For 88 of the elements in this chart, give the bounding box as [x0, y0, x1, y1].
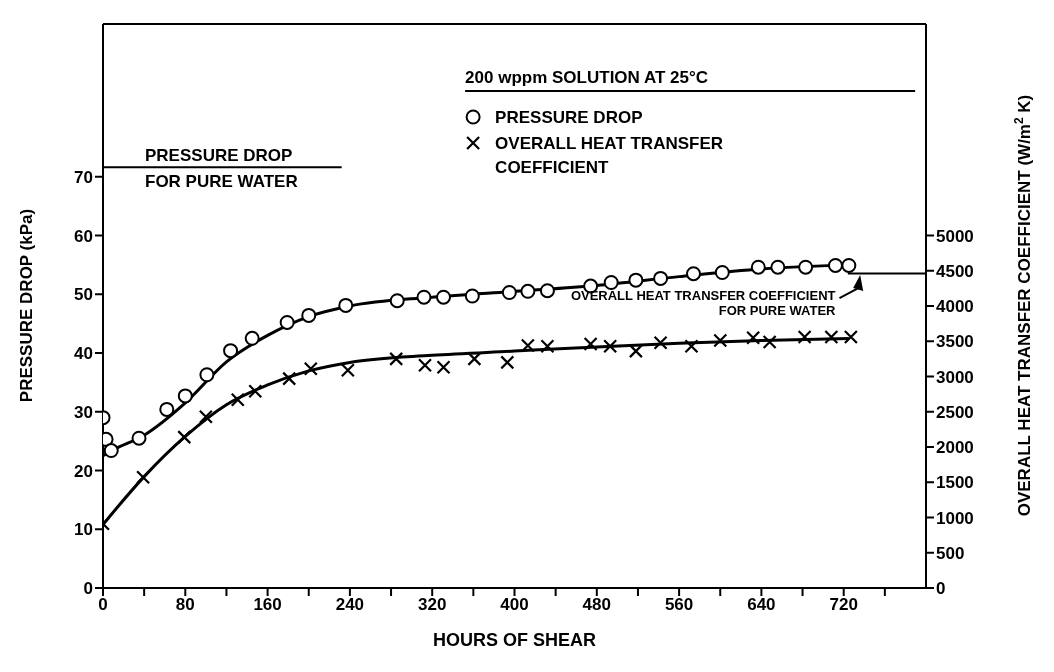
- point: [282, 371, 297, 386]
- x-tick-label: 320: [418, 595, 447, 615]
- x-tick-label: 720: [829, 595, 858, 615]
- y-tick-label: 70: [74, 167, 93, 187]
- point: [686, 266, 701, 282]
- y2-tick-label: 5000: [936, 226, 974, 246]
- y2-tick-label: 1000: [936, 508, 974, 528]
- point: [824, 329, 839, 345]
- x-axis-title: HOURS OF SHEAR: [432, 630, 597, 650]
- point: [340, 363, 355, 378]
- point: [303, 361, 318, 376]
- point: [177, 388, 193, 404]
- y2-tick-label: 2500: [936, 402, 974, 422]
- y2-tick-label: 4000: [936, 297, 974, 317]
- point: [159, 401, 175, 417]
- point: [603, 275, 619, 290]
- legend-label: PRESSURE DROP: [495, 108, 643, 127]
- point: [136, 470, 151, 485]
- y-axis-title: PRESSURE DROP (kPa): [17, 208, 36, 403]
- point: [338, 297, 354, 313]
- point: [520, 338, 535, 353]
- point: [464, 288, 480, 304]
- point: [583, 336, 598, 352]
- point: [230, 392, 245, 407]
- x-tick-label: 400: [500, 595, 529, 615]
- point: [841, 257, 857, 273]
- point: [244, 330, 260, 346]
- point: [436, 360, 451, 375]
- point: [103, 443, 119, 459]
- point: [798, 259, 814, 275]
- point: [416, 289, 432, 305]
- point: [746, 330, 761, 345]
- x-tick-label: 240: [335, 595, 365, 615]
- x-tick-label: 640: [747, 595, 776, 615]
- point: [713, 333, 728, 348]
- point: [684, 339, 699, 354]
- point: [279, 314, 295, 330]
- point: [540, 339, 555, 354]
- point: [843, 329, 858, 345]
- point: [177, 430, 192, 445]
- point: [500, 355, 515, 370]
- y-tick-label: 0: [83, 579, 93, 599]
- y2-tick-label: 3000: [936, 367, 974, 387]
- y2-tick-label: 2000: [936, 438, 974, 458]
- point: [750, 259, 766, 275]
- point: [520, 283, 536, 299]
- y2-tick-label: 1500: [936, 473, 974, 493]
- x-tick-label: 560: [664, 595, 694, 615]
- x-tick-label: 160: [253, 595, 282, 615]
- point: [501, 284, 517, 300]
- point: [131, 430, 147, 446]
- y-tick-label: 10: [74, 520, 93, 540]
- point: [628, 344, 643, 359]
- y-tick-label: 40: [74, 344, 93, 364]
- point: [389, 351, 404, 366]
- point: [628, 272, 644, 288]
- x-tick-label: 80: [175, 595, 195, 615]
- ref-line-label: OVERALL HEAT TRANSFER COEFFICIENT FOR PURE WATER: [570, 288, 837, 319]
- point: [539, 283, 555, 299]
- point: [762, 334, 777, 350]
- ref-line-label: PRESSURE DROP FOR PURE WATER: [145, 145, 298, 191]
- x-tick-label: 0: [98, 595, 108, 615]
- point: [797, 329, 812, 345]
- point: [770, 259, 786, 275]
- y-tick-label: 50: [74, 285, 93, 305]
- y2-tick-label: 0: [936, 579, 946, 599]
- x-tick-label: 480: [582, 595, 611, 615]
- point: [714, 265, 730, 281]
- point: [198, 409, 213, 424]
- point: [436, 289, 452, 305]
- y2-tick-label: 500: [936, 543, 965, 563]
- legend-title: 200 wppm SOLUTION AT 25°C: [465, 68, 709, 87]
- y-tick-label: 20: [74, 461, 93, 481]
- y2-tick-label: 3500: [936, 332, 974, 352]
- point: [223, 343, 239, 359]
- point: [301, 307, 317, 323]
- y-tick-label: 60: [74, 226, 93, 246]
- point: [653, 335, 668, 350]
- point: [827, 257, 843, 273]
- y2-tick-label: 4500: [936, 261, 974, 281]
- y-tick-label: 30: [74, 402, 93, 422]
- point: [199, 367, 215, 383]
- point: [417, 358, 433, 373]
- point: [389, 293, 405, 309]
- point: [248, 384, 263, 399]
- legend-label: OVERALL HEAT TRANSFER COEFFICIENT: [495, 134, 724, 177]
- point: [603, 339, 618, 354]
- point: [653, 270, 669, 286]
